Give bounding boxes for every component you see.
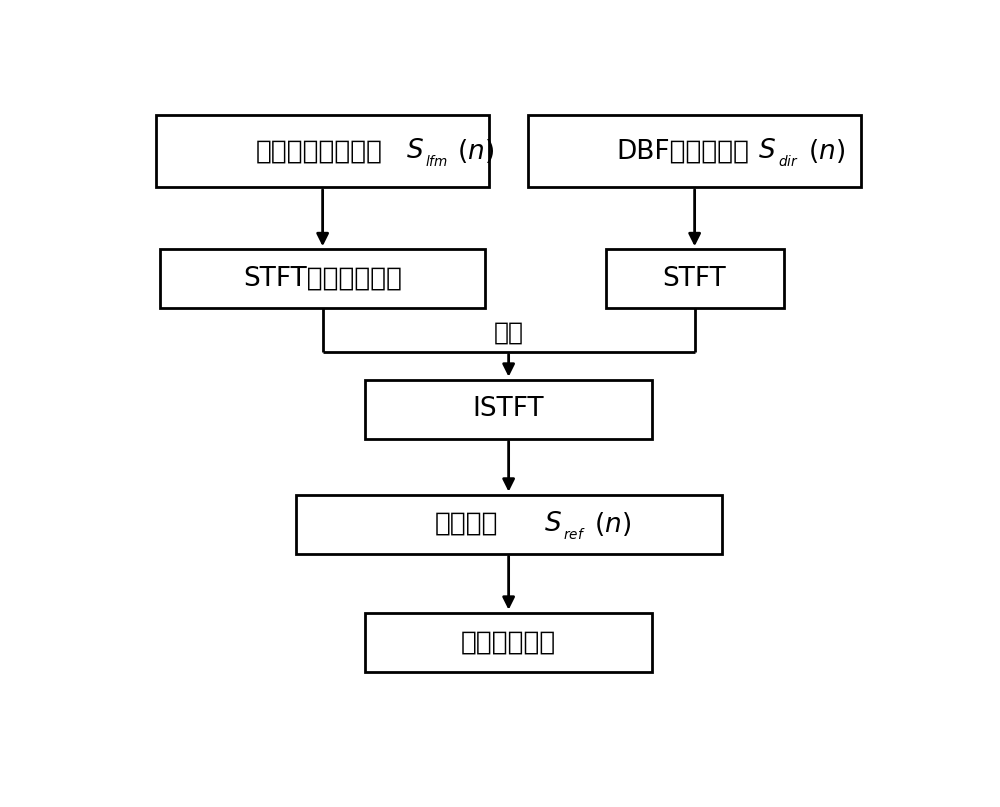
Bar xyxy=(296,495,722,554)
Text: $S$: $S$ xyxy=(544,511,561,537)
Text: STFT形成滤波模板: STFT形成滤波模板 xyxy=(243,266,402,291)
Text: 滤波: 滤波 xyxy=(494,320,524,344)
Text: DBF得到直达波: DBF得到直达波 xyxy=(616,138,750,164)
Bar xyxy=(365,379,652,439)
Text: 参考信号: 参考信号 xyxy=(434,511,498,537)
Text: $_{dir}$: $_{dir}$ xyxy=(778,150,799,169)
Bar xyxy=(156,115,489,187)
Bar xyxy=(365,613,652,671)
Bar xyxy=(528,115,861,187)
Text: STFT: STFT xyxy=(663,266,726,291)
Text: 自适应滤波器: 自适应滤波器 xyxy=(461,629,556,655)
Text: $_{lfm}$: $_{lfm}$ xyxy=(425,150,448,169)
Text: 重构的直达波信号: 重构的直达波信号 xyxy=(255,138,382,164)
Bar xyxy=(160,249,485,308)
Text: $(n)$: $(n)$ xyxy=(594,510,631,538)
Text: $_{ref}$: $_{ref}$ xyxy=(563,523,586,541)
Text: $(n)$: $(n)$ xyxy=(808,137,845,165)
Text: $S$: $S$ xyxy=(758,138,776,164)
Text: $(n)$: $(n)$ xyxy=(457,137,494,165)
Text: ISTFT: ISTFT xyxy=(473,396,544,422)
Text: $S$: $S$ xyxy=(406,138,423,164)
Bar xyxy=(606,249,784,308)
